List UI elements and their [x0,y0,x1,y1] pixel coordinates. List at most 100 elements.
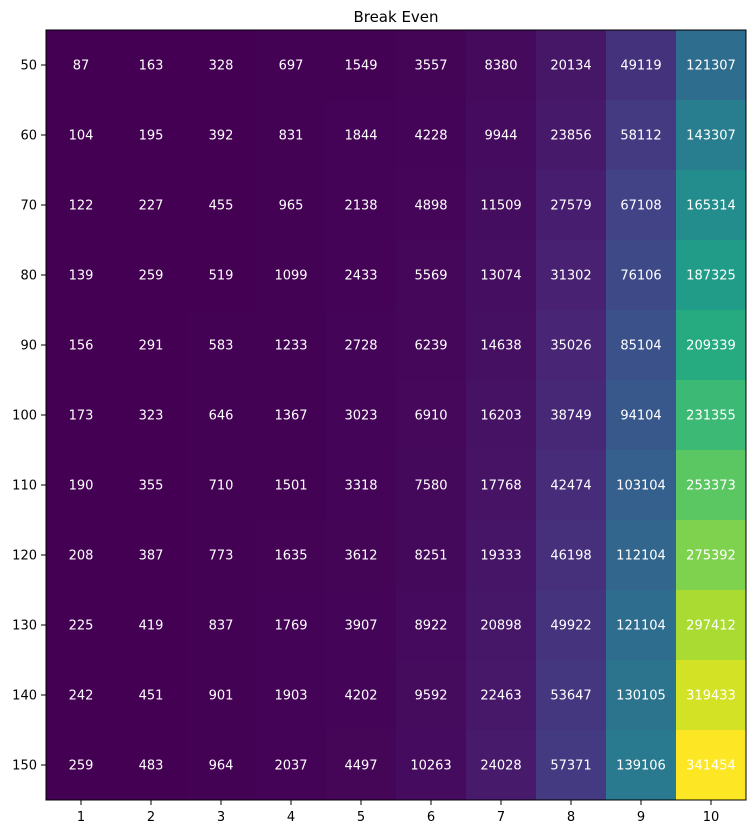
cell-value-label: 419 [139,619,164,634]
cell-value-label: 253373 [686,479,736,494]
x-tick-label: 8 [567,810,575,825]
heatmap-cell [676,590,747,661]
cell-value-label: 225 [69,619,94,634]
heatmap-cell [396,100,467,171]
cell-value-label: 94104 [620,409,661,424]
cell-value-label: 583 [209,339,234,354]
heatmap-cell [606,170,677,241]
heatmap-cell [256,100,327,171]
y-tick-label: 80 [20,269,37,284]
cell-value-label: 519 [209,269,234,284]
heatmap-cell [186,660,257,731]
cell-value-label: 87 [73,59,90,74]
heatmap-cell [186,240,257,311]
cell-value-label: 9592 [414,689,447,704]
y-tick-label: 50 [20,59,37,74]
cell-value-label: 4228 [414,129,447,144]
cell-value-label: 1844 [344,129,377,144]
heatmap-cell [326,380,397,451]
cell-value-label: 773 [209,549,234,564]
heatmap-cell [676,170,747,241]
cell-value-label: 6239 [414,339,447,354]
cell-value-label: 387 [139,549,164,564]
cell-value-label: 3023 [344,409,377,424]
cell-value-label: 392 [209,129,234,144]
cell-value-label: 1501 [274,479,307,494]
cell-value-label: 319433 [686,689,736,704]
cell-value-label: 646 [209,409,234,424]
heatmap-cell [466,240,537,311]
cell-value-label: 697 [279,59,304,74]
heatmap-cell [186,520,257,591]
cell-value-label: 23856 [550,129,591,144]
heatmap-cell [606,240,677,311]
y-tick-label: 150 [12,759,37,774]
heatmap-cell [186,100,257,171]
cell-value-label: 3557 [414,59,447,74]
x-tick-label: 1 [77,810,85,825]
cell-value-label: 112104 [616,549,666,564]
heatmap-cell [116,170,187,241]
heatmap-cell [326,100,397,171]
heatmap-cell [326,730,397,801]
cell-value-label: 8922 [414,619,447,634]
cell-value-label: 58112 [620,129,661,144]
heatmap-cell [676,660,747,731]
heatmap-cell [606,30,677,101]
heatmap-cell [536,730,607,801]
heatmap-cell [676,100,747,171]
cell-value-label: 259 [69,759,94,774]
cell-value-label: 49119 [620,59,661,74]
heatmap-cell [46,170,117,241]
y-tick-label: 100 [12,409,37,424]
cell-value-label: 16203 [480,409,521,424]
chart-title: Break Even [353,8,438,26]
cell-value-label: 323 [139,409,164,424]
y-tick-label: 60 [20,129,37,144]
heatmap-cell [116,240,187,311]
cell-value-label: 20134 [550,59,591,74]
heatmap-cell [536,590,607,661]
y-tick-label: 90 [20,339,37,354]
heatmap-cell [396,590,467,661]
cell-value-label: 57371 [550,759,591,774]
heatmap-cell [116,520,187,591]
x-tick-label: 2 [147,810,155,825]
cell-value-label: 49922 [550,619,591,634]
cell-value-label: 27579 [550,199,591,214]
cell-value-label: 130105 [616,689,666,704]
cell-value-label: 2138 [344,199,377,214]
y-tick-label: 130 [12,619,37,634]
heatmap-cell [46,310,117,381]
heatmap-cell [676,730,747,801]
heatmap-cell [606,730,677,801]
cell-value-label: 1367 [274,409,307,424]
cell-value-label: 837 [209,619,234,634]
heatmap-cell [46,730,117,801]
heatmap-cell [466,30,537,101]
heatmap-cell [396,240,467,311]
cell-value-label: 35026 [550,339,591,354]
heatmap-cell [186,170,257,241]
cell-value-label: 1099 [274,269,307,284]
heatmap-cell [466,450,537,521]
cell-value-label: 139 [69,269,94,284]
cell-value-label: 187325 [686,269,736,284]
heatmap-cell [536,310,607,381]
cell-value-label: 85104 [620,339,661,354]
x-tick-label: 9 [637,810,645,825]
cell-value-label: 11509 [480,199,521,214]
cell-value-label: 14638 [480,339,521,354]
heatmap-cell [536,100,607,171]
cell-value-label: 156 [69,339,94,354]
cell-value-label: 1635 [274,549,307,564]
heatmap-cell [676,450,747,521]
cell-value-label: 291 [139,339,164,354]
cell-value-label: 3907 [344,619,377,634]
cell-value-label: 165314 [686,199,736,214]
heatmap-cell [326,590,397,661]
cell-value-label: 831 [279,129,304,144]
cell-value-label: 455 [209,199,234,214]
cell-value-label: 1769 [274,619,307,634]
heatmap-cell [256,310,327,381]
